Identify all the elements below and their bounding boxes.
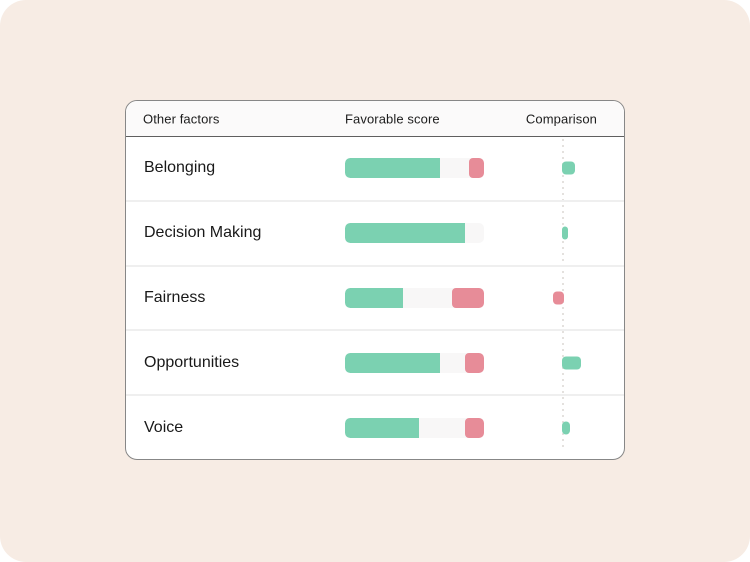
favorable-segment	[345, 352, 440, 373]
factor-label: Voice	[144, 418, 184, 436]
comparison-indicator	[562, 226, 568, 240]
favorable-score-bar	[345, 287, 484, 308]
favorable-segment	[345, 417, 419, 438]
favorable-score-bar	[345, 352, 484, 373]
factors-score-card: Other factors Favorable score Comparison…	[125, 100, 625, 460]
header-comparison: Comparison	[525, 111, 597, 126]
favorable-score-bar	[345, 417, 484, 438]
table-row: Belonging	[126, 137, 624, 202]
favorable-segment	[345, 158, 440, 179]
table-row: Opportunities	[126, 331, 624, 397]
favorable-segment	[345, 287, 404, 308]
header-favorable-score: Favorable score	[345, 111, 440, 126]
factor-label: Fairness	[144, 288, 206, 306]
table-row: Voice	[126, 396, 624, 459]
table-row: Decision Making	[126, 202, 624, 267]
unfavorable-segment	[464, 352, 484, 373]
table-row: Fairness	[126, 267, 624, 332]
unfavorable-segment	[468, 158, 484, 179]
unfavorable-segment	[452, 287, 484, 308]
comparison-indicator	[553, 291, 564, 305]
comparison-indicator	[562, 356, 581, 370]
factor-label: Belonging	[144, 159, 216, 177]
comparison-indicator	[562, 421, 570, 435]
comparison-indicator	[562, 161, 575, 175]
favorable-segment	[345, 223, 465, 244]
unfavorable-segment	[464, 417, 484, 438]
favorable-score-bar	[345, 223, 484, 244]
table-header: Other factors Favorable score Comparison	[126, 101, 624, 137]
factor-label: Opportunities	[144, 353, 240, 371]
table-body: Belonging Decision Making Fairness	[126, 137, 624, 459]
header-other-factors: Other factors	[143, 111, 220, 126]
factor-label: Decision Making	[144, 224, 262, 242]
favorable-score-bar	[345, 158, 484, 179]
